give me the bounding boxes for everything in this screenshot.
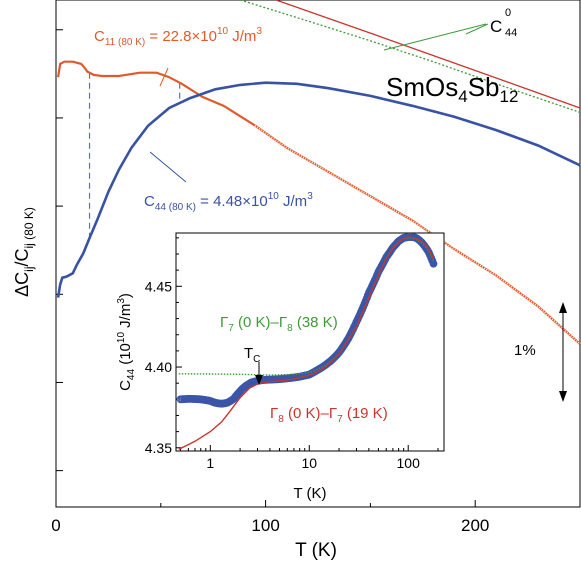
main-guide-lines	[88, 72, 181, 239]
inset-plot: 1 10 100 4.35 4.40 4.45 TC Γ7 (0 K)–Γ8 (38 K…	[116, 232, 445, 502]
inset-y-tick-label: 4.35	[145, 440, 172, 456]
main-plot-frame	[55, 0, 581, 508]
main-plot: 0 100 200 C11 (80 K) = 22.8×1010 J/m3 C44 …	[12, 0, 581, 561]
scale-bar-label: 1%	[514, 342, 536, 359]
main-x-tick-label: 100	[251, 516, 279, 535]
c11-leader-line	[159, 67, 169, 87]
red-fit-label: Γ8 (0 K)–Γ7 (19 K)	[270, 405, 388, 425]
c44-annotation: C44 (80 K) = 4.48×1010 J/m3	[144, 191, 313, 213]
series-c11-line	[57, 60, 581, 345]
c44-0-leader-line-2	[465, 23, 489, 35]
inset-x-tick-label: 10	[301, 455, 317, 471]
inset-x-axis-label: T (K)	[293, 485, 326, 502]
main-x-ticks: 0 100 200	[51, 500, 489, 535]
percent-scale-bar: 1%	[514, 302, 567, 402]
c44-0-leader-line	[383, 23, 487, 51]
main-x-axis-label: T (K)	[295, 540, 337, 561]
inset-y-axis-label: C44 (1010 J/m3)	[116, 293, 137, 391]
green-fit-label: Γ7 (0 K)–Γ8 (38 K)	[220, 314, 338, 334]
main-y-ticks	[56, 29, 63, 472]
inset-x-tick-label: 100	[397, 455, 421, 471]
main-x-tick-label: 200	[461, 516, 489, 535]
tc-arrow	[255, 362, 263, 385]
series-c44-0-line	[240, 0, 581, 114]
c44-leader-line	[149, 151, 187, 183]
inset-plot-frame	[175, 232, 445, 452]
inset-data-point	[429, 259, 438, 268]
c44-0-annotation: C0 44	[490, 7, 517, 39]
tc-label: TC	[244, 345, 260, 365]
c11-annotation: C11 (80 K) = 22.8×1010 J/m3	[94, 26, 262, 48]
material-label: SmOs4Sb12	[386, 72, 518, 106]
inset-series	[176, 233, 438, 451]
inset-y-ticks: 4.35 4.40 4.45	[145, 237, 182, 456]
inset-x-tick-label: 1	[206, 455, 214, 471]
inset-y-tick-label: 4.45	[145, 278, 172, 294]
series-c11-0-line	[275, 0, 581, 109]
inset-x-ticks: 1 10 100	[180, 445, 439, 471]
series-c44-line	[56, 81, 581, 298]
inset-y-tick-label: 4.40	[145, 359, 172, 375]
inset-red-fit-line	[178, 236, 435, 451]
main-series	[56, 0, 581, 345]
main-y-axis-label: ΔCij/Cij (80 K)	[12, 207, 36, 297]
main-x-tick-label: 0	[51, 516, 60, 535]
